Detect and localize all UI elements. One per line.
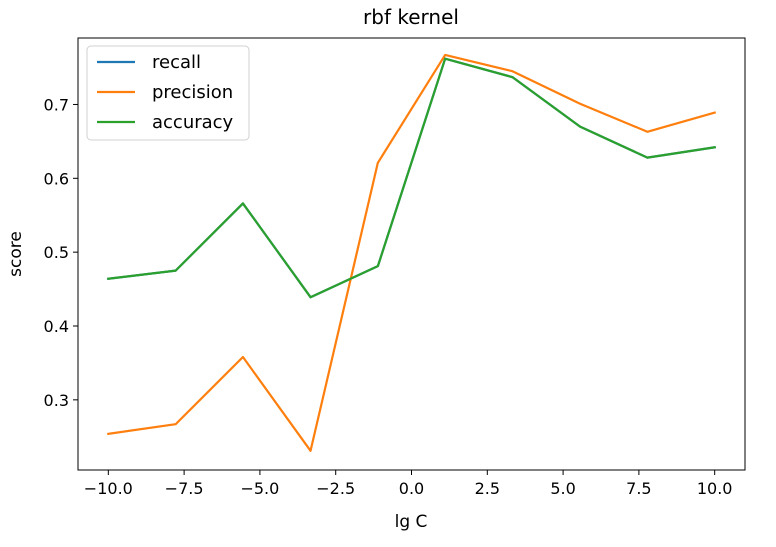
plot-lines xyxy=(107,53,717,452)
legend: recall precision accuracy xyxy=(86,45,250,141)
legend-box xyxy=(86,45,250,141)
legend-label-accuracy: accuracy xyxy=(152,112,234,133)
x-tick-label: −7.5 xyxy=(165,479,204,498)
y-axis-label: score xyxy=(6,231,26,277)
x-axis: −10.0 −7.5 −5.0 −2.5 0.0 2.5 5.0 7.5 10.0 xyxy=(84,470,733,498)
y-tick-label: 0.5 xyxy=(44,243,69,262)
legend-label-precision: precision xyxy=(152,82,233,103)
x-tick-label: 0.0 xyxy=(399,479,424,498)
x-tick-label: 10.0 xyxy=(697,479,733,498)
x-tick-label: −10.0 xyxy=(84,479,133,498)
x-tick-label: 5.0 xyxy=(550,479,575,498)
x-tick-label: −2.5 xyxy=(316,479,355,498)
x-tick-label: 2.5 xyxy=(475,479,500,498)
y-axis: 0.3 0.4 0.5 0.6 0.7 xyxy=(44,95,78,410)
y-tick-label: 0.4 xyxy=(44,317,69,336)
y-tick-label: 0.7 xyxy=(44,95,69,114)
y-tick-label: 0.3 xyxy=(44,391,69,410)
y-tick-label: 0.6 xyxy=(44,169,69,188)
x-tick-label: −5.0 xyxy=(240,479,279,498)
series-line-precision xyxy=(107,53,717,452)
x-axis-label: lg C xyxy=(395,512,428,532)
chart-title: rbf kernel xyxy=(363,5,459,29)
x-tick-label: 7.5 xyxy=(626,479,651,498)
series-line-accuracy xyxy=(107,57,716,299)
legend-label-recall: recall xyxy=(152,52,201,73)
